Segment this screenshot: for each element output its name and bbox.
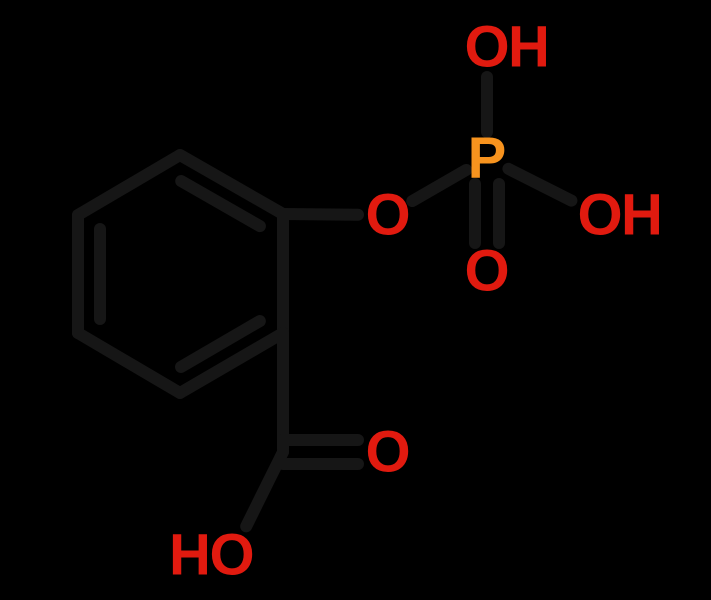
svg-text:P: P <box>468 126 507 191</box>
svg-text:H: H <box>508 15 550 80</box>
svg-text:O: O <box>209 523 254 588</box>
molecule-diagram: OPOOHOHOOH <box>0 0 711 600</box>
svg-text:O: O <box>464 15 509 80</box>
svg-text:O: O <box>577 183 622 248</box>
svg-text:H: H <box>621 183 663 248</box>
svg-text:O: O <box>365 420 410 485</box>
svg-text:O: O <box>365 183 410 248</box>
svg-text:H: H <box>169 523 211 588</box>
svg-text:O: O <box>464 239 509 304</box>
